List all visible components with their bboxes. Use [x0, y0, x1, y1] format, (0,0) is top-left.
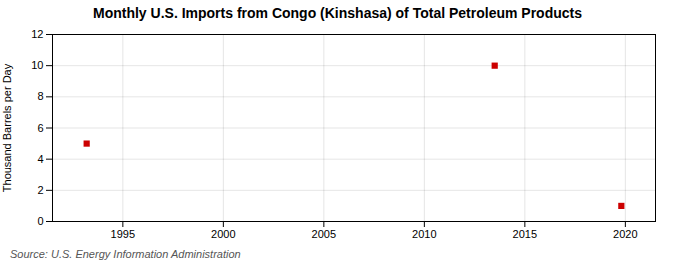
- svg-text:1995: 1995: [111, 228, 135, 240]
- svg-text:12: 12: [31, 28, 43, 40]
- html-text:Monthly U.S. Imports from Cong: Monthly U.S. Imports from Congo (Kinshas…: [93, 5, 582, 21]
- svg-text:2010: 2010: [412, 228, 436, 240]
- svg-text:4: 4: [37, 153, 43, 165]
- svg-text:2015: 2015: [513, 228, 537, 240]
- html-text:Source: U.S. Energy Informatio: Source: U.S. Energy Information Administ…: [10, 248, 241, 260]
- svg-text:6: 6: [37, 122, 43, 134]
- svg-text:2020: 2020: [613, 228, 637, 240]
- svg-text:8: 8: [37, 90, 43, 102]
- svg-text:2: 2: [37, 184, 43, 196]
- svg-text:2005: 2005: [312, 228, 336, 240]
- svg-text:10: 10: [31, 59, 43, 71]
- svg-text:0: 0: [37, 215, 43, 227]
- svg-text:2000: 2000: [211, 228, 235, 240]
- svg-text:Thousand Barrels per Day: Thousand Barrels per Day: [1, 63, 13, 192]
